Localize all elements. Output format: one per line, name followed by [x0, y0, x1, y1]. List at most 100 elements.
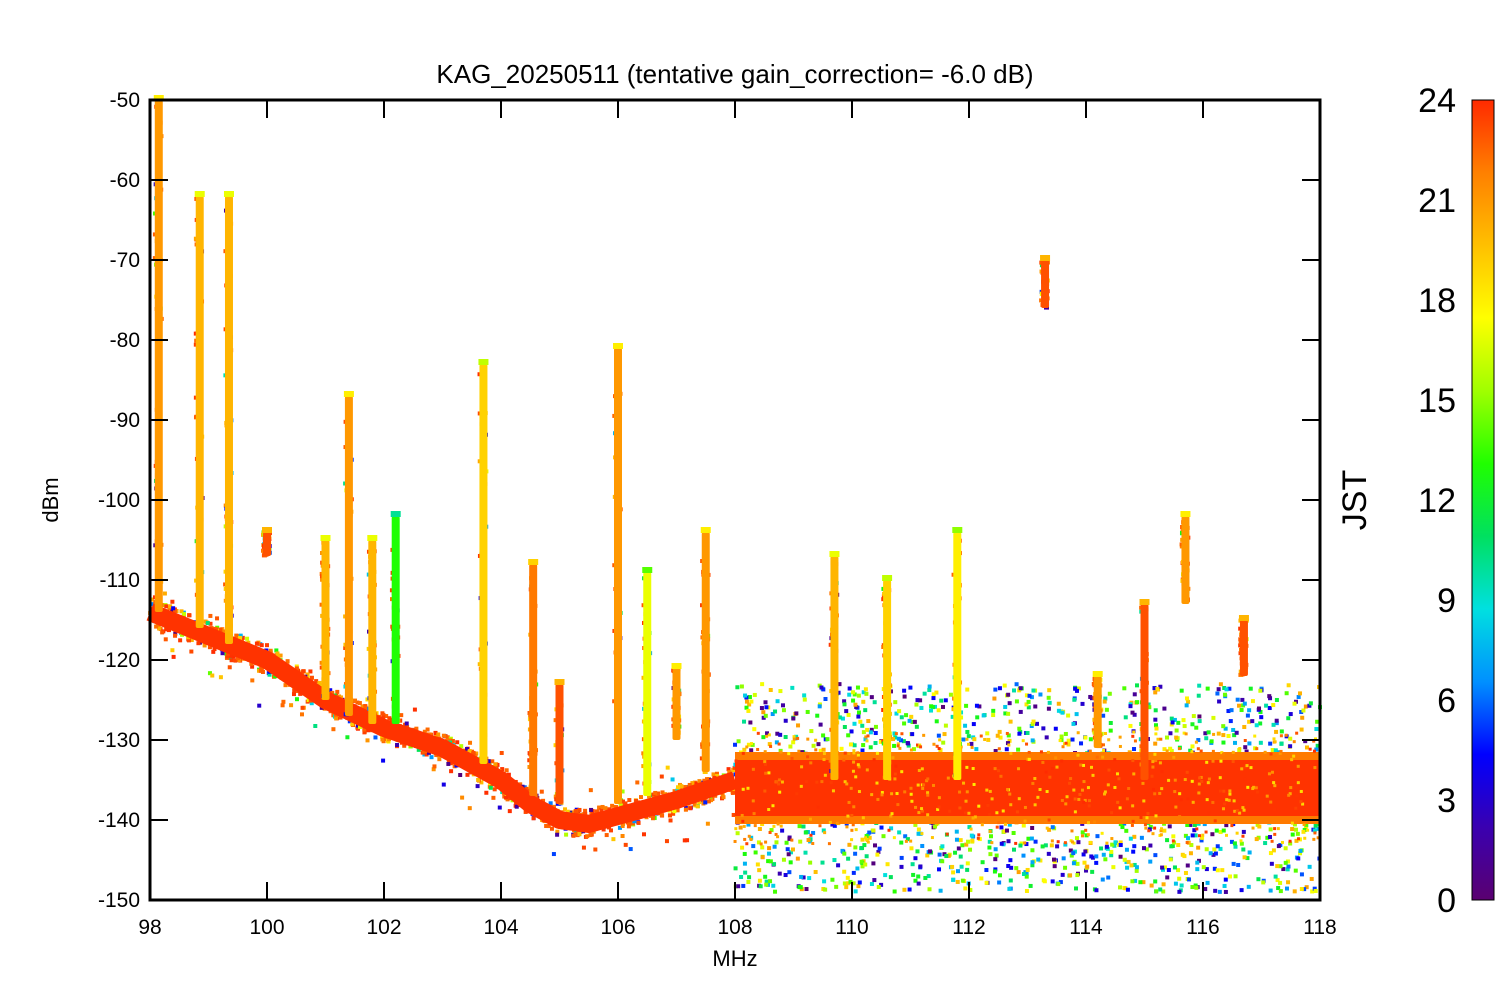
band-point — [965, 729, 970, 734]
band-point — [926, 793, 930, 797]
band-point — [961, 737, 966, 742]
band-point — [1245, 856, 1250, 861]
band-point — [1193, 833, 1198, 838]
band-point — [875, 852, 880, 857]
noise-point — [706, 799, 711, 804]
band-point — [1313, 766, 1317, 770]
band-point — [764, 771, 768, 775]
band-point — [1315, 719, 1320, 724]
band-point — [900, 770, 904, 774]
band-point — [1215, 844, 1220, 849]
band-point — [1205, 880, 1210, 885]
band-point — [1105, 846, 1110, 851]
band-point — [818, 824, 822, 828]
band-point — [1082, 860, 1087, 865]
band-point — [746, 786, 750, 790]
signal-bar — [368, 540, 377, 724]
band-point — [1295, 831, 1300, 836]
band-point — [818, 722, 823, 727]
signal-peak — [528, 559, 539, 565]
noise-point — [210, 673, 215, 678]
band-point — [1269, 861, 1274, 866]
noise-point — [473, 753, 478, 758]
band-point — [1239, 841, 1244, 846]
noise-point — [259, 643, 264, 648]
band-point — [1288, 792, 1292, 796]
band-point — [1146, 702, 1151, 707]
band-point — [1221, 724, 1226, 729]
band-point — [1007, 738, 1012, 743]
band-point — [1178, 815, 1182, 819]
band-point — [1159, 833, 1163, 837]
band-point — [1198, 776, 1202, 780]
band-point — [856, 884, 861, 889]
band-point — [900, 732, 904, 736]
band-point — [1242, 701, 1247, 706]
band-point — [1083, 849, 1088, 854]
noise-point — [682, 838, 687, 843]
noise-point — [162, 591, 167, 596]
band-point — [742, 851, 747, 856]
band-point — [1038, 787, 1042, 791]
noise-point — [635, 780, 640, 785]
noise-point — [250, 678, 255, 683]
noise-point — [468, 740, 473, 745]
band-point — [1303, 836, 1307, 840]
band-point — [1161, 882, 1166, 887]
band-point — [1147, 829, 1151, 833]
noise-point — [441, 733, 446, 738]
noise-point — [546, 824, 551, 829]
band-point — [1267, 772, 1271, 776]
band-point — [1061, 856, 1066, 861]
noise-point — [317, 680, 322, 685]
signal-peak — [1139, 599, 1150, 605]
band-point — [909, 714, 914, 719]
band-point — [1003, 711, 1008, 716]
band-point — [823, 831, 827, 835]
band-point — [1158, 684, 1163, 689]
band-point — [896, 803, 900, 807]
band-point — [958, 838, 963, 843]
noise-point — [422, 729, 427, 734]
band-point — [1233, 844, 1238, 849]
band-point — [880, 793, 884, 797]
band-point — [863, 687, 868, 692]
band-point — [1035, 721, 1039, 726]
band-point — [1006, 788, 1010, 792]
y-tick-label: -100 — [98, 489, 140, 512]
band-point — [756, 840, 761, 845]
band-point — [1192, 828, 1197, 833]
band-point — [1268, 696, 1273, 701]
band-point — [834, 884, 839, 889]
band-point — [993, 867, 998, 872]
band-point — [967, 811, 971, 815]
noise-point — [280, 703, 285, 708]
y-tick-label: -110 — [100, 569, 140, 592]
band-point — [1011, 830, 1016, 835]
noise-point — [486, 759, 491, 764]
band-point — [1072, 841, 1076, 845]
band-point — [1154, 732, 1158, 736]
noise-point — [653, 790, 658, 795]
band-point — [853, 845, 858, 850]
band-point — [1071, 721, 1076, 726]
band-point — [1084, 833, 1089, 838]
band-point — [746, 708, 751, 713]
band-point — [1177, 889, 1182, 894]
band-point — [860, 864, 865, 869]
band-point — [1179, 798, 1183, 802]
band-point — [1113, 758, 1117, 762]
band-point — [1247, 719, 1252, 724]
band-point — [768, 831, 772, 835]
band-point — [799, 887, 804, 892]
band-point — [796, 723, 801, 728]
noise-point — [276, 654, 281, 659]
band-point — [778, 790, 782, 794]
band-point — [1188, 748, 1193, 753]
band-point — [774, 840, 779, 845]
band-point — [846, 733, 851, 738]
band-point — [937, 805, 941, 809]
noise-point — [600, 804, 605, 809]
y-tick-label: -120 — [98, 649, 140, 672]
band-point — [804, 780, 808, 784]
